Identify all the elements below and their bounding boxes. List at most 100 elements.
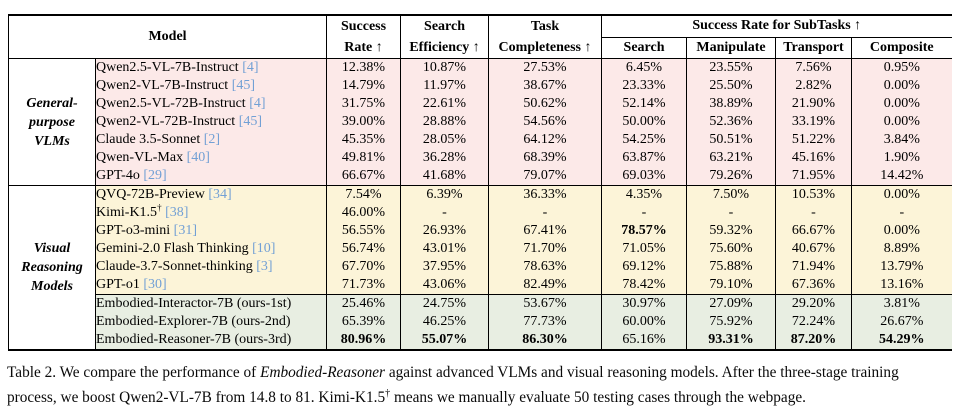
value-cell: 67.36% — [775, 276, 853, 295]
caption-text: against advanced VLMs and visual reasoni… — [7, 364, 899, 406]
table-header: Model Success Rate ↑ Search Efficiency ↑… — [7, 15, 952, 59]
model-name: QVQ-72B-Preview [34] — [94, 185, 328, 204]
citation-ref: [30] — [139, 277, 167, 292]
value-cell: 54.29% — [851, 331, 952, 350]
value-cell: 78.63% — [488, 258, 603, 276]
citation-ref: [45] — [235, 114, 263, 129]
value-cell: 46.25% — [400, 313, 490, 331]
table-body: General-purpose VLMs Qwen2.5-VL-7B-Instruc… — [8, 58, 952, 350]
value-cell: 24.75% — [400, 294, 490, 313]
citation-ref: [45] — [228, 78, 256, 93]
value-cell: 14.42% — [851, 167, 952, 186]
value-cell: 72.24% — [775, 313, 853, 331]
value-cell: 75.60% — [686, 240, 777, 258]
value-cell: 82.49% — [488, 276, 603, 295]
column-header-subtask-transport: Transport — [775, 37, 853, 59]
header-line: Rate ↑ — [344, 40, 383, 55]
value-cell: 71.70% — [488, 240, 603, 258]
value-cell: 71.94% — [775, 258, 853, 276]
value-cell: 22.61% — [400, 95, 490, 113]
value-cell: 66.67% — [326, 167, 402, 186]
model-name: GPT-4o [29] — [94, 167, 328, 186]
value-cell: 38.89% — [686, 95, 777, 113]
citation-ref: [34] — [204, 187, 232, 202]
value-cell: 4.35% — [601, 185, 688, 204]
header-line: Efficiency ↑ — [409, 40, 480, 55]
value-cell: 1.90% — [851, 149, 952, 167]
value-cell: 55.07% — [400, 331, 490, 350]
value-cell: 69.03% — [601, 167, 688, 186]
value-cell: 41.68% — [400, 167, 490, 186]
value-cell: 67.70% — [326, 258, 402, 276]
model-name: Claude 3.5-Sonnet [2] — [94, 131, 328, 149]
caption-text: means we manually evaluate 50 testing ca… — [390, 389, 806, 406]
value-cell: 77.73% — [488, 313, 603, 331]
value-cell: - — [400, 204, 490, 222]
table-caption: Table 2. We compare the performance of E… — [7, 360, 952, 410]
table-row: Qwen2-VL-7B-Instruct [45] 14.79% 11.97% 38.… — [9, 77, 952, 95]
value-cell: 7.50% — [686, 185, 777, 204]
value-cell: 38.67% — [488, 77, 603, 95]
value-cell: 49.81% — [326, 149, 402, 167]
dagger-symbol: † — [157, 204, 162, 213]
value-cell: 36.28% — [400, 149, 490, 167]
results-table: Model Success Rate ↑ Search Efficiency ↑… — [7, 14, 952, 351]
model-name: Qwen2-VL-7B-Instruct [45] — [94, 77, 328, 95]
value-cell: 46.00% — [326, 204, 402, 222]
column-header-subtask-composite: Composite — [851, 37, 952, 59]
value-cell: 93.31% — [686, 331, 777, 350]
value-cell: 23.33% — [601, 77, 688, 95]
model-name: Gemini-2.0 Flash Thinking [10] — [94, 240, 328, 258]
model-name: GPT-o3-mini [31] — [94, 222, 328, 240]
model-name: Embodied-Reasoner-7B (ours-3rd) — [94, 331, 328, 350]
value-cell: 10.87% — [400, 58, 490, 77]
value-cell: 67.41% — [488, 222, 603, 240]
caption-italic-term: Embodied-Reasoner — [260, 364, 385, 381]
header-line: Completeness ↑ — [498, 40, 592, 55]
value-cell: 79.10% — [686, 276, 777, 295]
citation-ref: [40] — [183, 150, 210, 165]
citation-ref: [10] — [248, 241, 276, 256]
value-cell: 78.57% — [601, 222, 688, 240]
value-cell: 39.00% — [326, 113, 402, 131]
value-cell: 6.39% — [400, 185, 490, 204]
value-cell: - — [601, 204, 688, 222]
value-cell: 52.14% — [601, 95, 688, 113]
value-cell: 53.67% — [488, 294, 603, 313]
value-cell: 37.95% — [400, 258, 490, 276]
model-name: Claude-3.7-Sonnet-thinking [3] — [94, 258, 328, 276]
value-cell: 80.96% — [326, 331, 402, 350]
value-cell: 2.82% — [775, 77, 853, 95]
value-cell: 25.50% — [686, 77, 777, 95]
header-line: Task — [530, 19, 560, 34]
value-cell: 54.56% — [488, 113, 603, 131]
citation-ref: [4] — [238, 60, 259, 75]
value-cell: 75.92% — [686, 313, 777, 331]
value-cell: 56.74% — [326, 240, 402, 258]
value-cell: 78.42% — [601, 276, 688, 295]
table-row: Visual Reasoning Models QVQ-72B-Preview [34… — [8, 185, 952, 350]
value-cell: 7.54% — [326, 185, 402, 204]
value-cell: 71.95% — [775, 167, 853, 186]
value-cell: 0.00% — [851, 113, 952, 131]
model-name: Kimi-K1.5† [38] — [94, 204, 328, 222]
caption-text: Table 2. We compare the performance of — [7, 364, 261, 381]
value-cell: 60.00% — [601, 313, 688, 331]
value-cell: 3.84% — [851, 131, 952, 149]
value-cell: 50.00% — [601, 113, 688, 131]
value-cell: 63.21% — [686, 149, 777, 167]
value-cell: 3.81% — [851, 294, 952, 313]
value-cell: - — [775, 204, 853, 222]
header-line: Success — [340, 19, 387, 34]
table-row: Qwen2.5-VL-72B-Instruct [4] 31.75% 22.61% 5… — [9, 95, 952, 113]
column-header-success-rate: Success Rate ↑ — [326, 15, 402, 59]
value-cell: 79.07% — [488, 167, 603, 186]
value-cell: 26.67% — [851, 313, 952, 331]
table-row: Embodied-Interactor-7B (ours-1st) 25.46% 2… — [9, 294, 952, 313]
column-header-subtasks: Success Rate for SubTasks ↑ — [601, 15, 952, 38]
column-header-model: Model — [7, 15, 328, 59]
model-name: Qwen2.5-VL-7B-Instruct [4] — [94, 58, 328, 77]
value-cell: 0.00% — [851, 185, 952, 204]
value-cell: 28.05% — [400, 131, 490, 149]
